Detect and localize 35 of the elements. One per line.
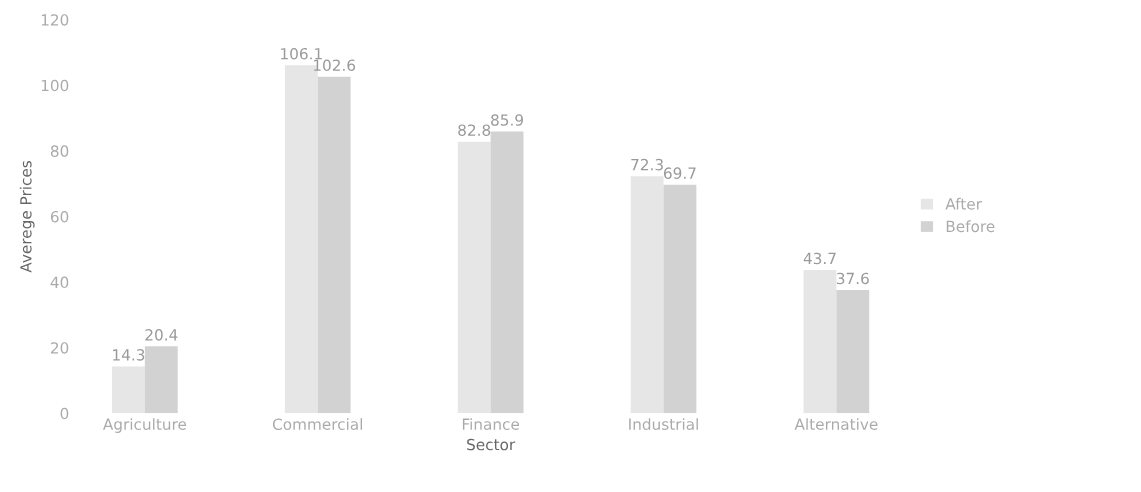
bar (836, 289, 870, 414)
bar (144, 346, 178, 414)
y-tick-label: 120 (41, 14, 69, 26)
data-label: 37.6 (836, 272, 869, 285)
data-label: 85.9 (491, 114, 523, 126)
y-axis-title: Averege Prices (19, 160, 35, 273)
y-tick-label: 60 (50, 210, 69, 223)
y-tick-label: 40 (50, 276, 69, 289)
legend-label: After (945, 197, 982, 210)
x-axis-title: Sector (467, 438, 516, 451)
y-tick-label: 0 (60, 407, 69, 420)
y-tick-label: 100 (41, 79, 69, 92)
data-label: 102.6 (313, 59, 356, 72)
data-label: 20.4 (145, 329, 178, 341)
data-label: 14.3 (113, 349, 145, 361)
legend-label: Before (946, 220, 995, 233)
y-tick-label: 80 (50, 145, 69, 157)
x-tick-label: Industrial (629, 418, 698, 430)
bar (630, 176, 664, 414)
x-tick-label: Agriculture (102, 418, 187, 433)
x-tick-label: Finance (462, 418, 520, 430)
bar (490, 131, 524, 414)
data-label: 72.3 (631, 158, 663, 171)
bar (112, 366, 145, 414)
data-label: 43.7 (803, 252, 836, 265)
data-label: 106.1 (281, 47, 322, 60)
x-tick-label: Alternative (794, 418, 878, 430)
y-tick-label: 20 (50, 342, 69, 354)
data-label: 69.7 (663, 167, 696, 179)
bar (803, 269, 837, 414)
x-tick-label: Commercial (272, 418, 362, 430)
bar (663, 184, 697, 414)
data-label: 82.8 (458, 124, 491, 136)
bar (317, 76, 351, 414)
bar (457, 141, 491, 414)
